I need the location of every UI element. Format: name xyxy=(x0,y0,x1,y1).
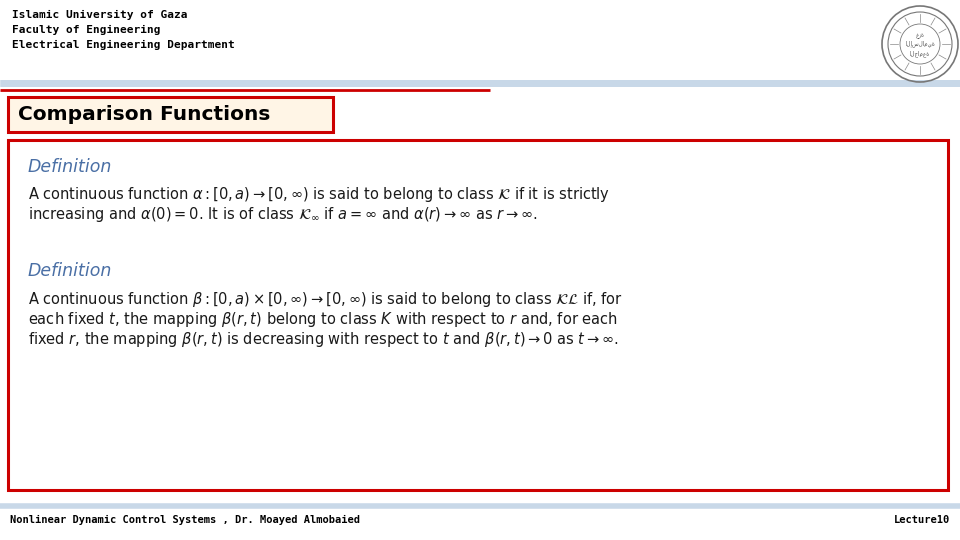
Text: Comparison Functions: Comparison Functions xyxy=(18,105,271,124)
Text: غزة: غزة xyxy=(916,33,924,39)
Text: Definition: Definition xyxy=(28,262,112,280)
Text: Faculty of Engineering: Faculty of Engineering xyxy=(12,25,160,35)
Text: Nonlinear Dynamic Control Systems , Dr. Moayed Almobaied: Nonlinear Dynamic Control Systems , Dr. … xyxy=(10,515,360,525)
Text: increasing and $\alpha(0) = 0$. It is of class $\mathcal{K}_{\infty}$ if $a = \i: increasing and $\alpha(0) = 0$. It is of… xyxy=(28,205,538,224)
Text: الإسلامية: الإسلامية xyxy=(905,40,935,48)
Text: Definition: Definition xyxy=(28,158,112,176)
Text: Islamic University of Gaza: Islamic University of Gaza xyxy=(12,10,187,20)
FancyBboxPatch shape xyxy=(8,140,948,490)
FancyBboxPatch shape xyxy=(8,97,333,132)
Text: A continuous function $\alpha : [0, a) \rightarrow [0, \infty)$ is said to belon: A continuous function $\alpha : [0, a) \… xyxy=(28,185,611,204)
Text: Lecture10: Lecture10 xyxy=(894,515,950,525)
Text: الجامعة: الجامعة xyxy=(910,51,930,57)
Text: each fixed $t$, the mapping $\beta(r, t)$ belong to class $K$ with respect to $r: each fixed $t$, the mapping $\beta(r, t)… xyxy=(28,310,618,329)
Text: Electrical Engineering Department: Electrical Engineering Department xyxy=(12,40,235,50)
Text: fixed $r$, the mapping $\beta(r, t)$ is decreasing with respect to $t$ and $\bet: fixed $r$, the mapping $\beta(r, t)$ is … xyxy=(28,330,619,349)
Text: A continuous function $\beta : [0, a) \times [0, \infty) \rightarrow [0, \infty): A continuous function $\beta : [0, a) \t… xyxy=(28,290,623,309)
